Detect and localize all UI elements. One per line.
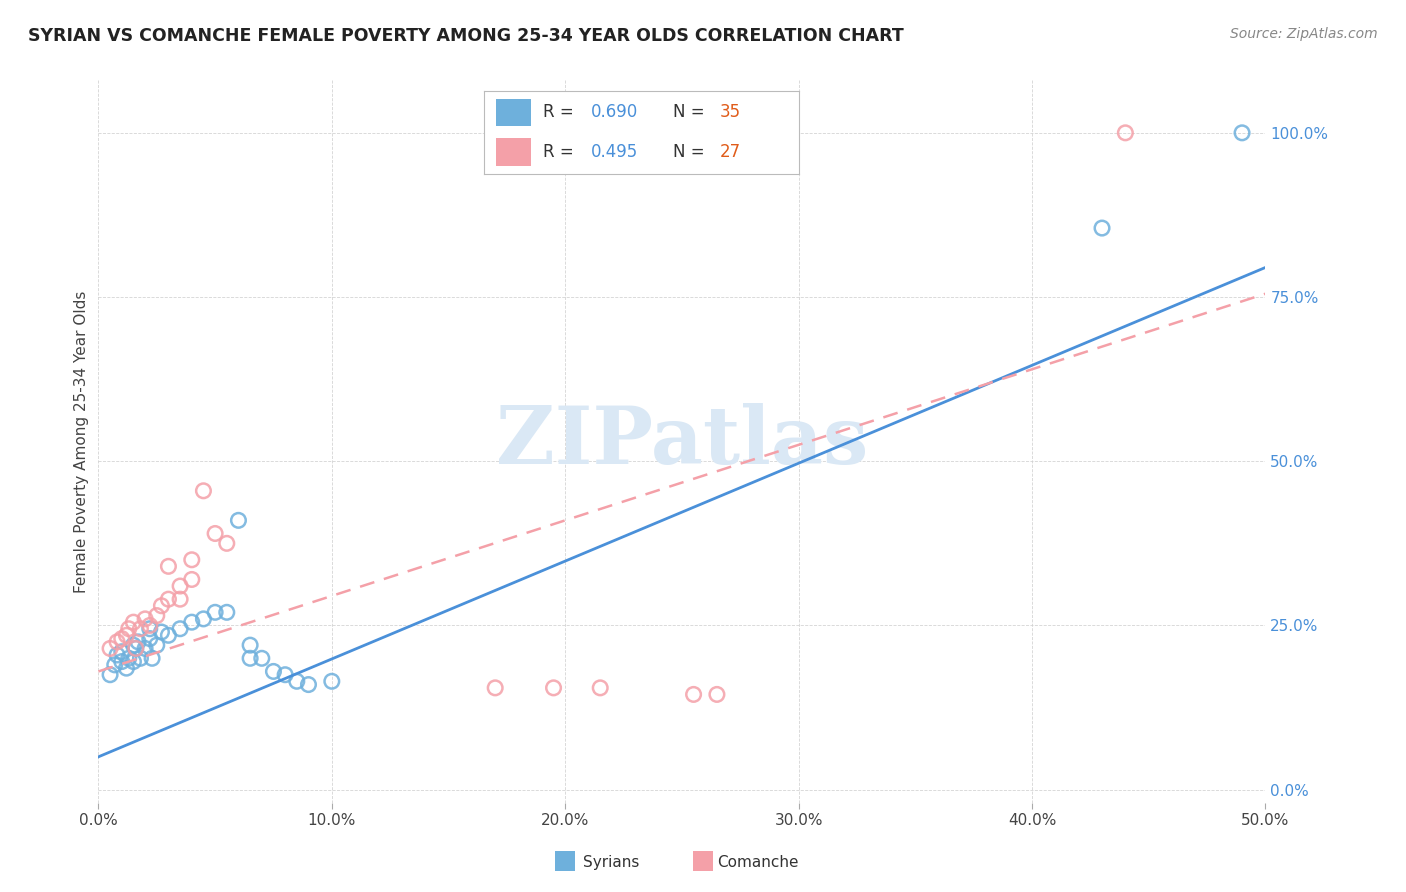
- Point: [104, 657, 127, 672]
- Point: [193, 483, 215, 498]
- Point: [321, 674, 343, 689]
- Point: [1091, 221, 1114, 235]
- Point: [127, 635, 149, 649]
- Point: [98, 641, 121, 656]
- Point: [169, 592, 191, 607]
- Point: [125, 641, 148, 656]
- Point: [228, 513, 250, 527]
- Point: [150, 599, 173, 613]
- Point: [125, 641, 148, 656]
- Point: [297, 677, 319, 691]
- Point: [262, 665, 284, 679]
- Text: Comanche: Comanche: [717, 855, 799, 870]
- Point: [589, 681, 612, 695]
- Point: [122, 638, 145, 652]
- Point: [239, 651, 262, 665]
- Point: [157, 559, 180, 574]
- Text: ZIPatlas: ZIPatlas: [496, 402, 868, 481]
- Point: [118, 651, 141, 665]
- Point: [157, 592, 180, 607]
- Point: [118, 622, 141, 636]
- Point: [98, 667, 121, 681]
- Point: [1230, 126, 1253, 140]
- Point: [250, 651, 273, 665]
- Point: [169, 579, 191, 593]
- Point: [115, 628, 138, 642]
- Point: [215, 605, 238, 619]
- Point: [180, 553, 202, 567]
- Point: [204, 526, 226, 541]
- Point: [139, 632, 162, 646]
- Point: [122, 655, 145, 669]
- Point: [157, 628, 180, 642]
- Point: [682, 687, 704, 701]
- Y-axis label: Female Poverty Among 25-34 Year Olds: Female Poverty Among 25-34 Year Olds: [75, 291, 89, 592]
- Point: [111, 655, 134, 669]
- Point: [484, 681, 506, 695]
- Point: [141, 651, 163, 665]
- Point: [193, 612, 215, 626]
- Point: [105, 635, 128, 649]
- Point: [134, 612, 156, 626]
- Text: Source: ZipAtlas.com: Source: ZipAtlas.com: [1230, 27, 1378, 41]
- Point: [543, 681, 565, 695]
- Point: [215, 536, 238, 550]
- Point: [274, 667, 297, 681]
- Text: Syrians: Syrians: [583, 855, 640, 870]
- Point: [139, 622, 162, 636]
- Point: [146, 608, 169, 623]
- Point: [1114, 126, 1136, 140]
- Point: [139, 618, 162, 632]
- Point: [129, 651, 152, 665]
- Point: [111, 645, 134, 659]
- Point: [150, 625, 173, 640]
- Point: [285, 674, 308, 689]
- Point: [169, 622, 191, 636]
- Point: [204, 605, 226, 619]
- Point: [115, 661, 138, 675]
- Point: [706, 687, 728, 701]
- Point: [180, 573, 202, 587]
- Point: [122, 615, 145, 630]
- Text: SYRIAN VS COMANCHE FEMALE POVERTY AMONG 25-34 YEAR OLDS CORRELATION CHART: SYRIAN VS COMANCHE FEMALE POVERTY AMONG …: [28, 27, 904, 45]
- Point: [105, 648, 128, 662]
- Point: [111, 632, 134, 646]
- Point: [134, 641, 156, 656]
- Point: [239, 638, 262, 652]
- Point: [129, 622, 152, 636]
- Point: [180, 615, 202, 630]
- Point: [146, 638, 169, 652]
